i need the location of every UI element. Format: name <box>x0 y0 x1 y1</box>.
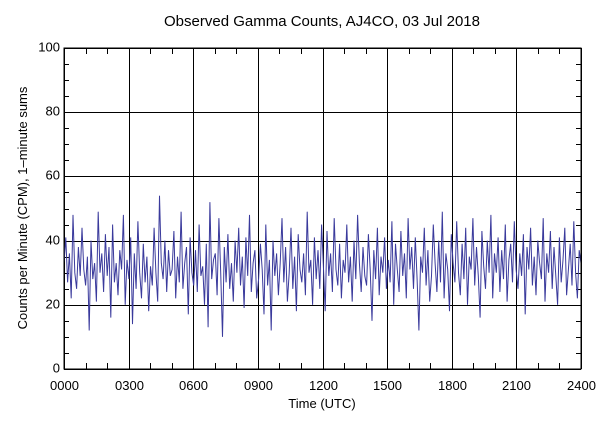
grid <box>64 48 582 370</box>
y-tick-label: 20 <box>46 297 60 312</box>
y-tick-label: 80 <box>46 104 60 119</box>
chart-title: Observed Gamma Counts, AJ4CO, 03 Jul 201… <box>164 13 480 30</box>
ticks <box>64 48 581 369</box>
series-line-cpm <box>63 195 582 337</box>
series-cpm <box>63 195 582 337</box>
plot-frame <box>63 47 582 370</box>
x-tick-label: 0900 <box>244 378 273 393</box>
x-tick-label: 1500 <box>373 378 402 393</box>
y-tick-label: 40 <box>46 233 60 248</box>
x-tick-label: 0600 <box>179 378 208 393</box>
x-tick-labels: 0000 0300 0600 0900 1200 1500 1800 2100 2400 <box>50 378 596 393</box>
x-tick-label: 2400 <box>567 378 596 393</box>
x-tick-label: 0300 <box>115 378 144 393</box>
y-axis-label: Counts per Minute (CPM), 1–minute sums <box>15 86 30 329</box>
y-tick-label: 0 <box>53 361 60 376</box>
x-axis-label: Time (UTC) <box>288 396 355 411</box>
x-tick-label: 1200 <box>309 378 338 393</box>
x-tick-label: 1800 <box>438 378 467 393</box>
y-tick-labels: 0 20 40 60 80 100 <box>38 40 60 376</box>
y-tick-label: 100 <box>38 40 60 55</box>
x-tick-label: 2100 <box>502 378 531 393</box>
x-tick-label: 0000 <box>50 378 79 393</box>
y-tick-label: 60 <box>46 168 60 183</box>
